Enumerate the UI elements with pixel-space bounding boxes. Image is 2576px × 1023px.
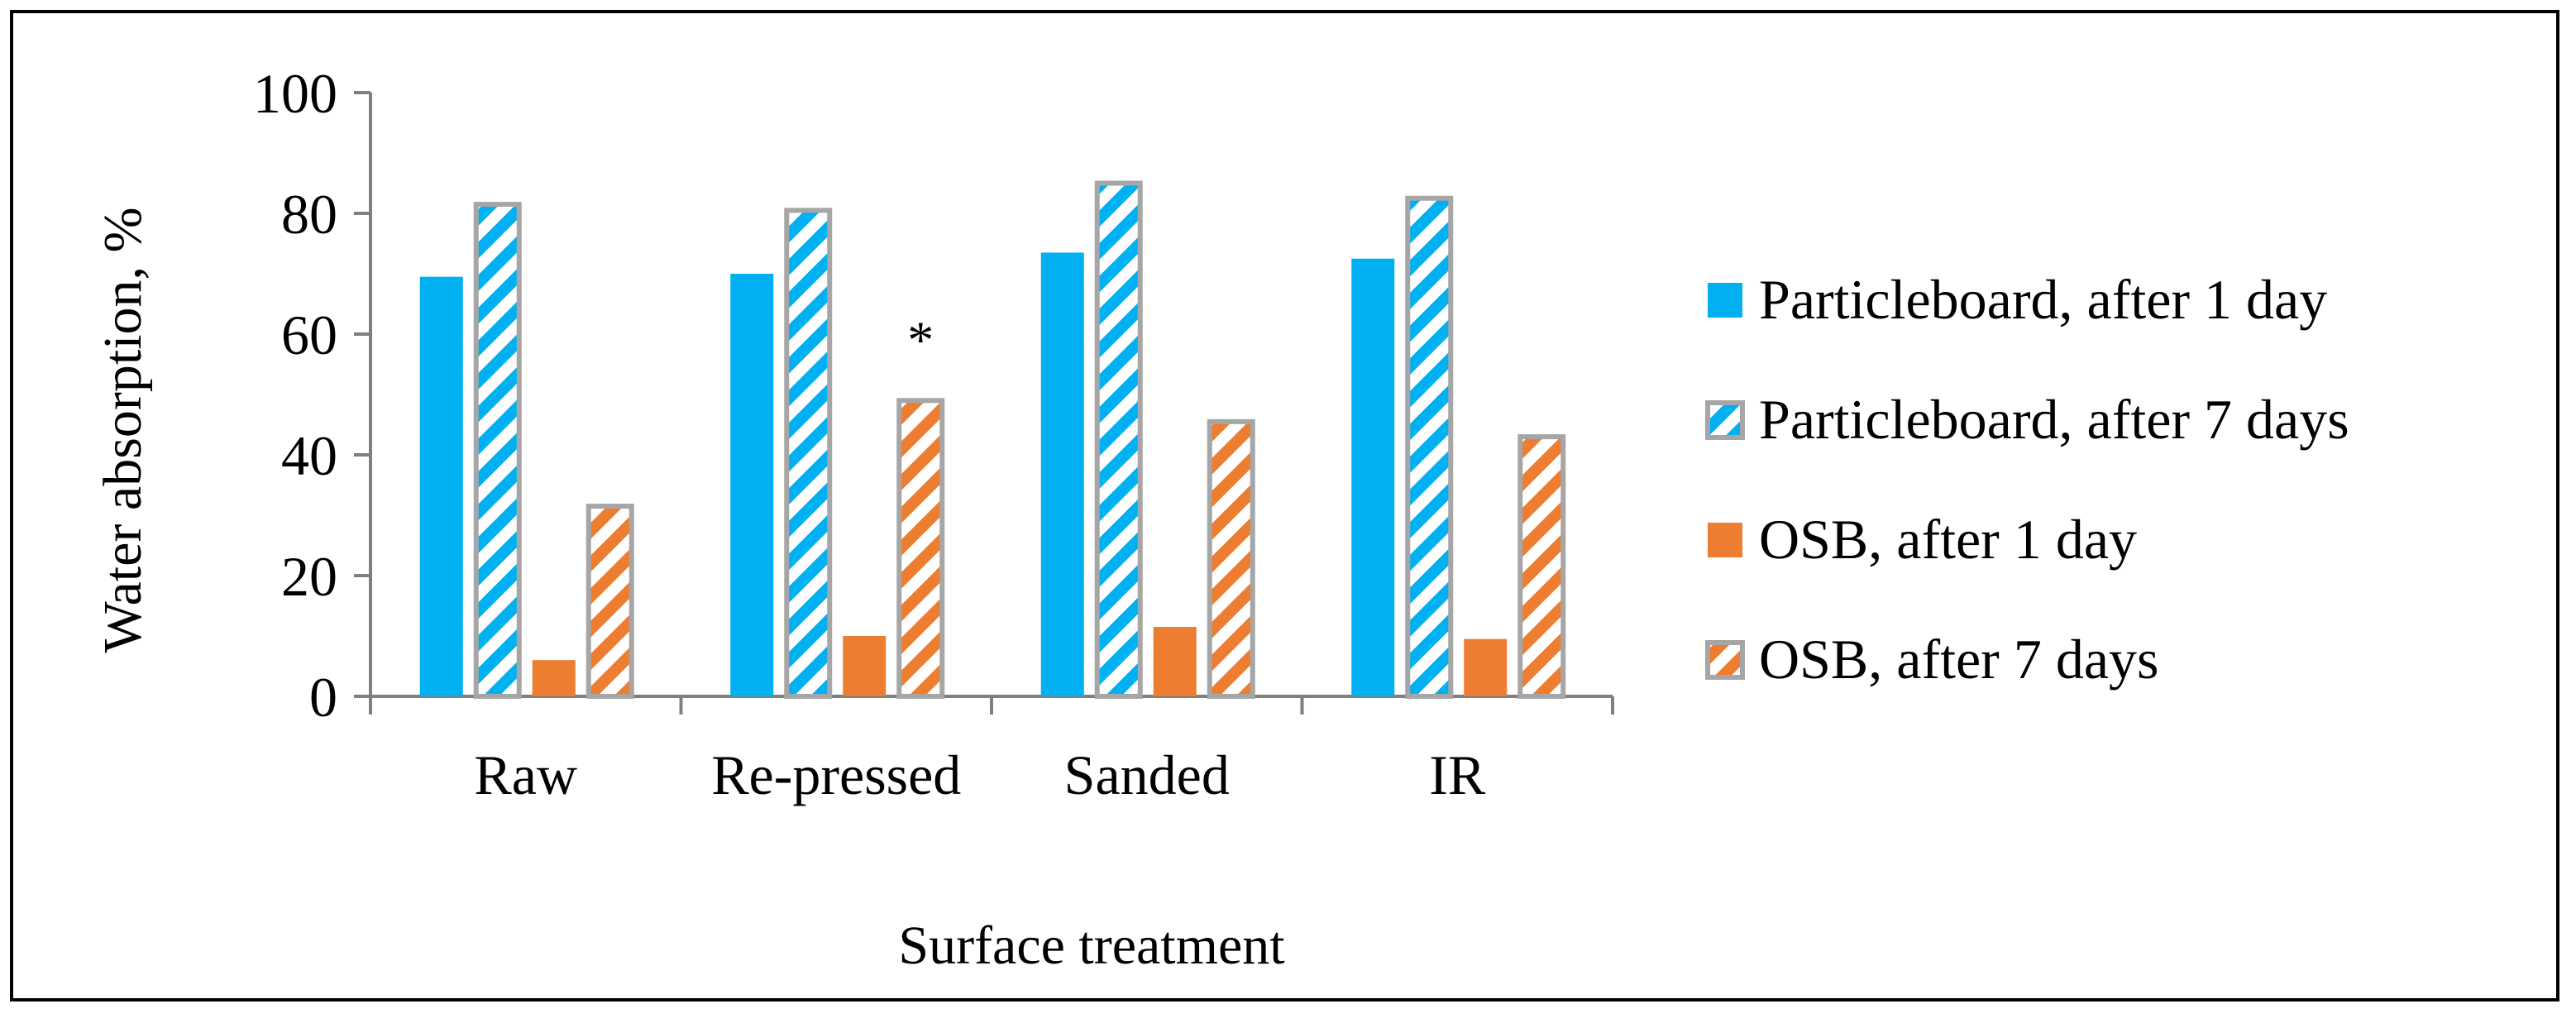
bar-2-4 xyxy=(1405,195,1454,699)
x-tick-label: Raw xyxy=(474,743,577,806)
legend-label-4: OSB, after 7 days xyxy=(1759,628,2158,691)
bar-1-2 xyxy=(730,274,774,696)
bar-3-2 xyxy=(843,636,887,696)
y-tick-label: 60 xyxy=(281,304,337,366)
y-axis: 0 20 40 60 80 100 xyxy=(253,62,372,729)
bar-2-3 xyxy=(1094,180,1143,699)
legend-swatch-3 xyxy=(1708,523,1742,557)
bars-group xyxy=(419,180,1566,700)
legend-swatch-1 xyxy=(1708,283,1742,318)
y-tick-label: 80 xyxy=(281,183,337,246)
legend-label-2: Particleboard, after 7 days xyxy=(1759,388,2349,451)
y-tick-label: 20 xyxy=(281,545,337,608)
bar-3-3 xyxy=(1153,627,1197,696)
legend-label-1: Particleboard, after 1 day xyxy=(1759,268,2327,331)
y-tick-label: 0 xyxy=(309,666,337,729)
legend-swatch-2 xyxy=(1705,400,1745,440)
annotation-asterisk: * xyxy=(907,310,934,369)
bar-4-2 xyxy=(896,398,945,699)
y-tick-label: 40 xyxy=(281,424,337,487)
x-tick-label: Sanded xyxy=(1064,743,1230,806)
bar-1-1 xyxy=(419,276,463,696)
legend: Particleboard, after 1 day Particleboard,… xyxy=(1705,268,2349,691)
bar-1-3 xyxy=(1040,252,1084,696)
bar-2-1 xyxy=(473,202,522,700)
x-tick-label: IR xyxy=(1429,743,1486,806)
y-tick-label: 100 xyxy=(253,62,337,125)
bar-4-3 xyxy=(1207,418,1255,699)
x-tick-label: Re-pressed xyxy=(711,743,961,806)
legend-swatch-4 xyxy=(1705,640,1745,680)
y-axis-title: Water absorption, % xyxy=(93,207,153,653)
bar-3-1 xyxy=(532,660,576,696)
x-axis: Raw Re-pressed Sanded IR xyxy=(369,695,1614,806)
bar-2-2 xyxy=(784,208,833,700)
bar-1-4 xyxy=(1351,258,1395,696)
bar-4-4 xyxy=(1517,434,1566,699)
bar-4-1 xyxy=(585,504,634,699)
legend-label-3: OSB, after 1 day xyxy=(1759,508,2137,571)
annotations-group: * xyxy=(907,310,934,369)
bar-3-4 xyxy=(1464,638,1508,696)
x-axis-title: Surface treatment xyxy=(898,915,1284,976)
